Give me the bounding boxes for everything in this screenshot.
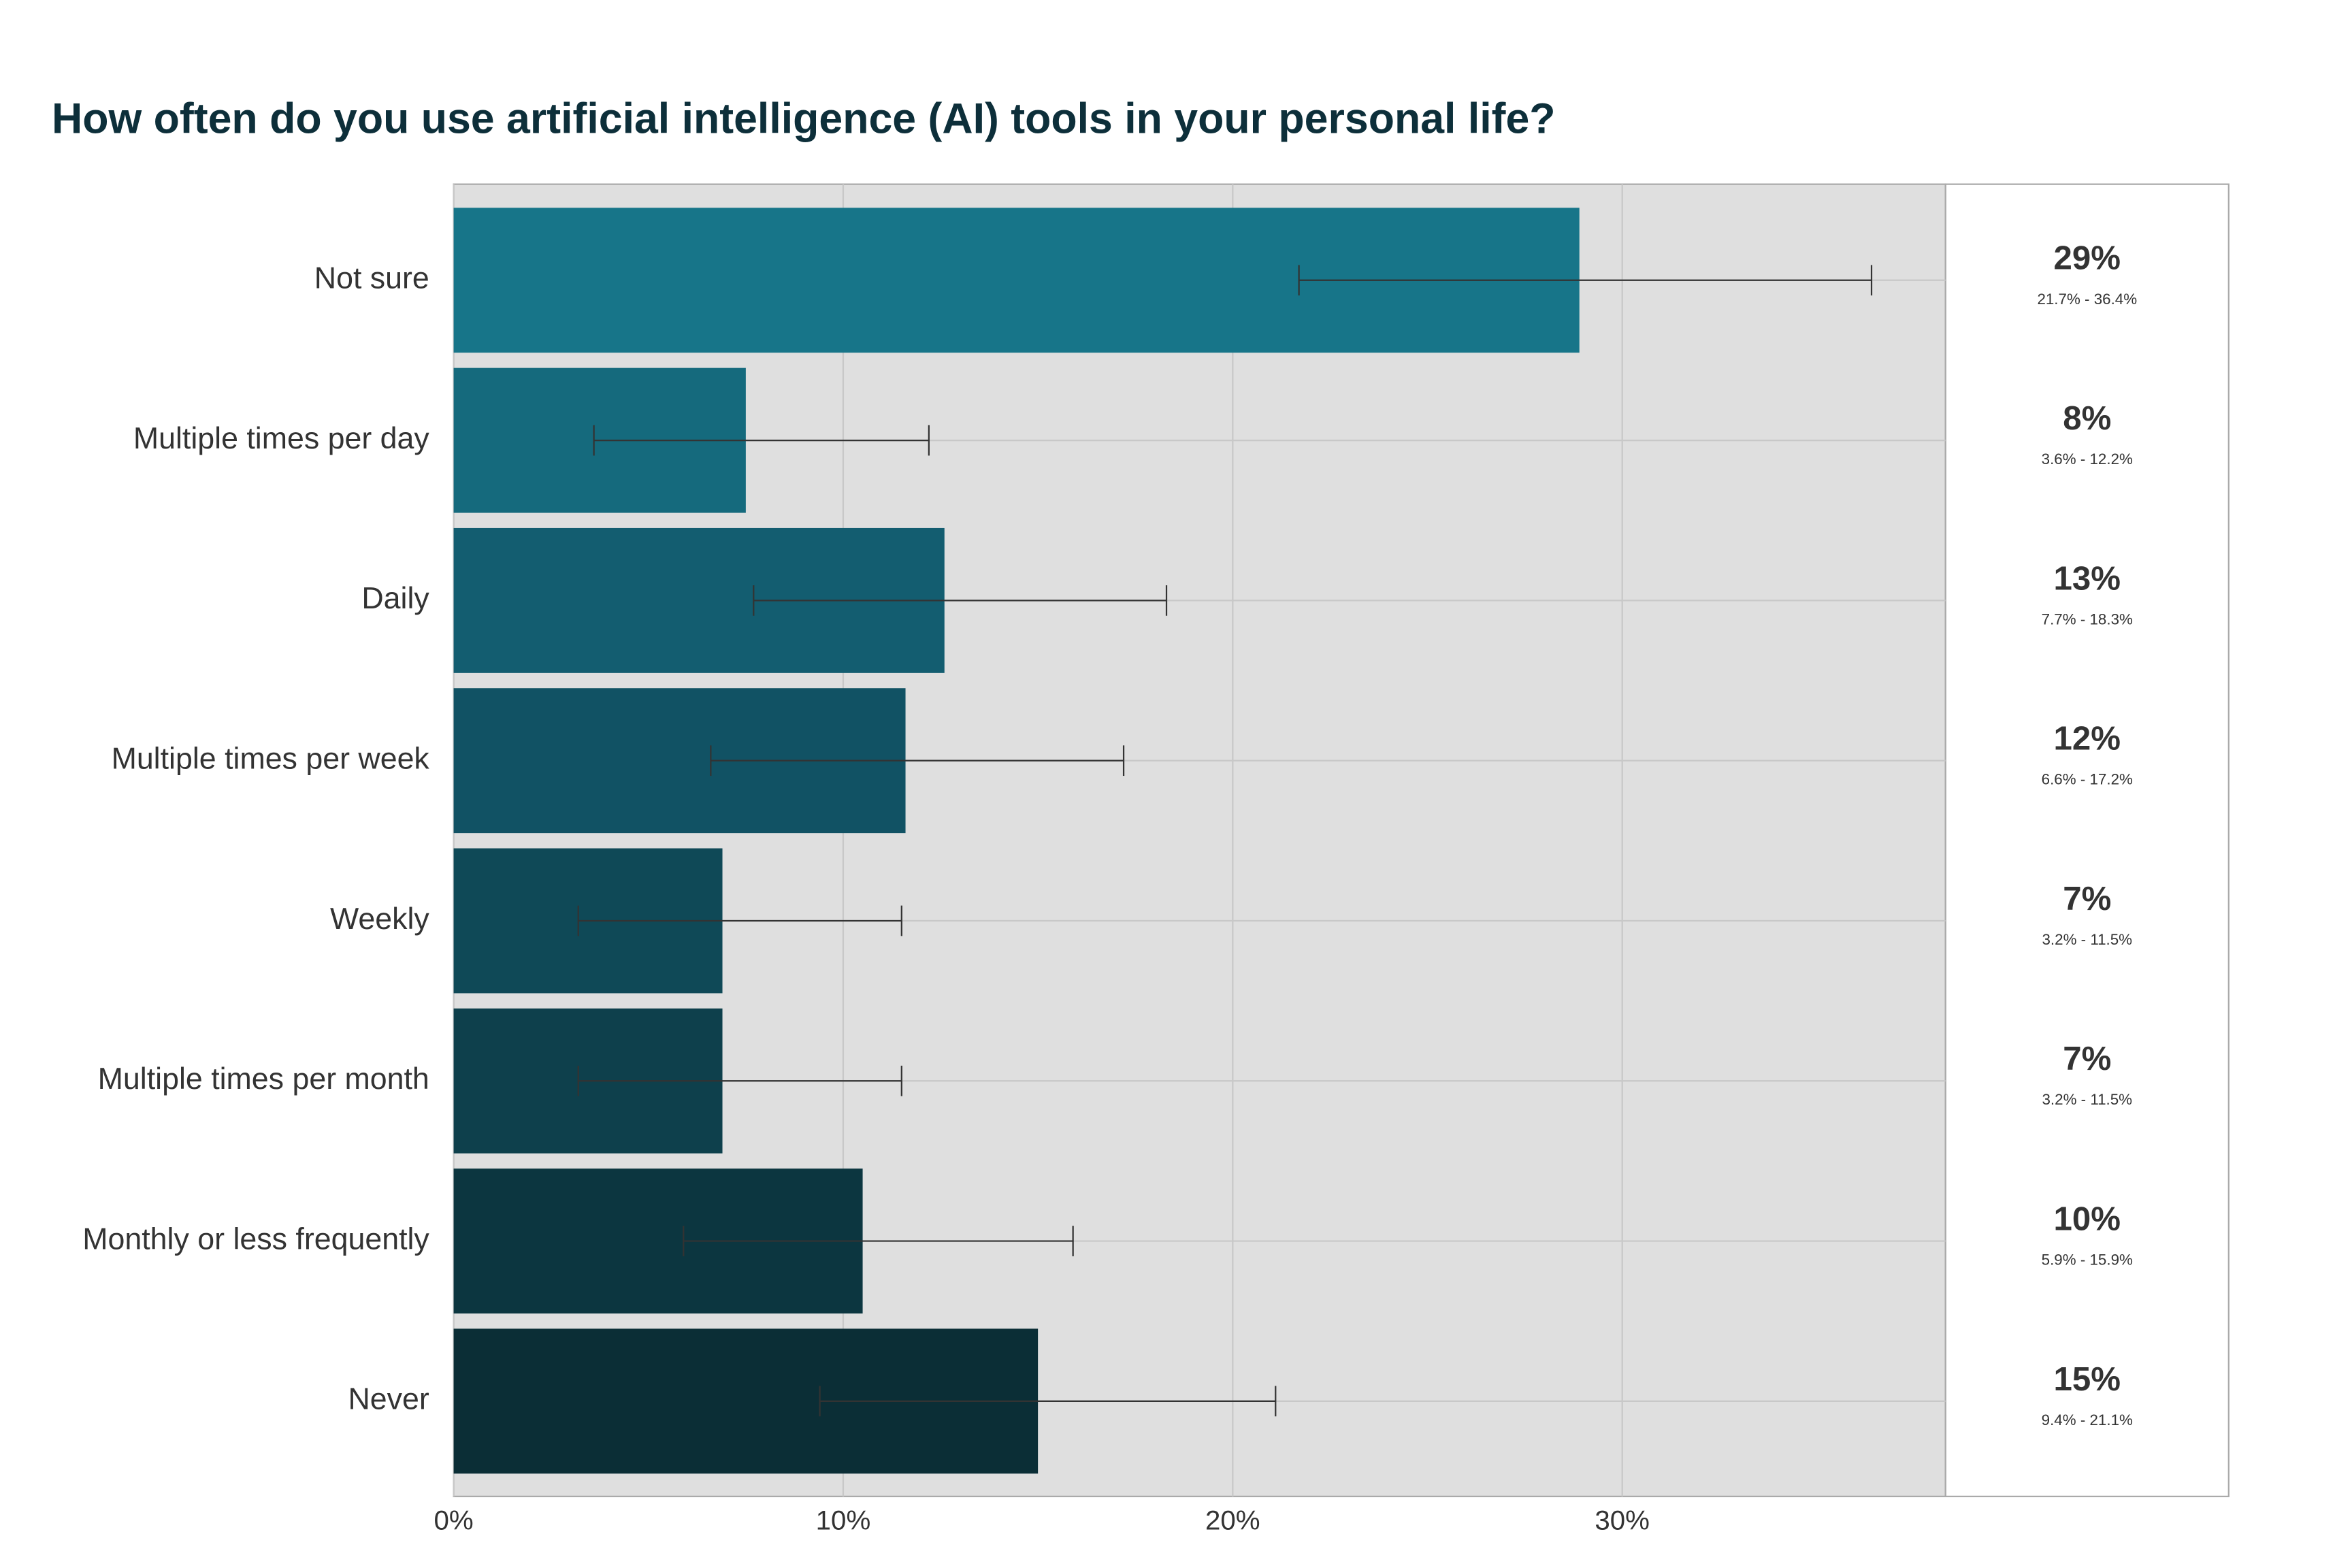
ci-label: 6.6% - 17.2%	[2042, 771, 2133, 788]
value-label: 15%	[2054, 1360, 2121, 1398]
chart-title: How often do you use artificial intellig…	[52, 95, 1556, 142]
ci-label: 9.4% - 21.1%	[2042, 1411, 2133, 1428]
y-tick-label: Multiple times per month	[98, 1062, 429, 1096]
x-tick-label: 0%	[434, 1505, 474, 1536]
y-tick-label: Weekly	[330, 902, 429, 936]
y-tick-label: Multiple times per day	[133, 422, 430, 455]
ci-label: 21.7% - 36.4%	[2037, 291, 2137, 308]
value-label: 10%	[2054, 1200, 2121, 1237]
ci-label: 3.2% - 11.5%	[2042, 931, 2132, 948]
y-tick-label: Not sure	[314, 262, 429, 295]
ci-label: 7.7% - 18.3%	[2042, 610, 2133, 627]
value-label: 7%	[2063, 880, 2111, 917]
ci-label: 3.2% - 11.5%	[2042, 1091, 2132, 1108]
value-label: 12%	[2054, 720, 2121, 757]
x-tick-label: 20%	[1205, 1505, 1260, 1536]
x-tick-label: 30%	[1595, 1505, 1650, 1536]
y-tick-label: Never	[348, 1383, 429, 1416]
value-label: 7%	[2063, 1040, 2111, 1077]
x-tick-label: 10%	[816, 1505, 871, 1536]
value-label: 8%	[2063, 399, 2111, 437]
y-tick-label: Daily	[361, 582, 429, 615]
y-tick-label: Multiple times per week	[112, 742, 430, 775]
ci-label: 3.6% - 12.2%	[2042, 451, 2133, 468]
y-tick-label: Monthly or less frequently	[82, 1222, 429, 1256]
value-label: 29%	[2054, 240, 2121, 277]
ci-label: 5.9% - 15.9%	[2042, 1252, 2133, 1269]
label-panel	[1944, 183, 2230, 1497]
value-label: 13%	[2054, 559, 2121, 597]
